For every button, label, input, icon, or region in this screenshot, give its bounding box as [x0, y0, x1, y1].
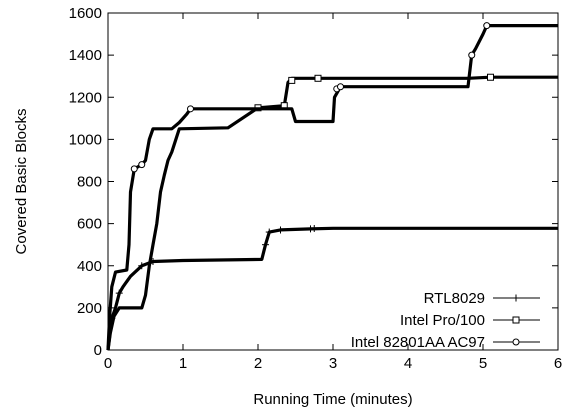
- y-tick-label: 200: [77, 300, 102, 317]
- series-intel-pro-100-marker: [288, 76, 296, 84]
- x-tick-label: 3: [329, 355, 337, 372]
- series-intel-pro-100-marker: [314, 74, 322, 82]
- y-tick-label: 600: [77, 216, 102, 233]
- legend-marker: [512, 316, 520, 324]
- series-rtl8029-marker: [310, 224, 318, 232]
- x-tick-label: 1: [179, 355, 187, 372]
- series-intel-82801aa-ac97-marker: [483, 22, 491, 30]
- x-tick-label: 4: [404, 355, 412, 372]
- series-intel-82801aa-ac97-marker: [138, 161, 146, 169]
- series-rtl8029-marker: [138, 262, 146, 270]
- series-rtl8029-marker: [265, 228, 273, 236]
- series-intel-pro-100-marker: [487, 73, 494, 81]
- series-intel-82801aa-ac97-marker: [337, 83, 344, 91]
- legend-label: Intel Pro/100: [400, 312, 485, 329]
- series-rtl8029-marker: [262, 241, 269, 249]
- x-tick-label: 5: [479, 355, 487, 372]
- x-axis-label: Running Time (minutes): [253, 391, 412, 408]
- legend-marker: [512, 294, 520, 302]
- y-tick-label: 1200: [69, 89, 102, 106]
- legend-label: RTL8029: [424, 290, 485, 307]
- series-intel-82801aa-ac97-marker: [130, 165, 138, 173]
- legend-marker: [512, 338, 520, 346]
- series-intel-82801aa-ac97-marker: [187, 105, 194, 113]
- x-tick-label: 6: [554, 355, 562, 372]
- series-intel-82801aa-ac97: [106, 22, 558, 351]
- y-tick-label: 800: [77, 174, 102, 191]
- y-axis-label: Covered Basic Blocks: [13, 109, 30, 255]
- x-tick-label: 2: [254, 355, 262, 372]
- plot-area: 0 1 2 3 4 5 6 0 200 400 600 800 1000 1200 1400 1600: [69, 5, 563, 372]
- series-rtl8029: [106, 224, 558, 351]
- legend-label: Intel 82801AA AC97: [351, 334, 485, 351]
- legend: RTL8029 Intel Pro/100 Intel 82801AA AC97: [351, 290, 540, 351]
- y-tick-label: 1400: [69, 47, 102, 64]
- plot-frame: [107, 12, 559, 351]
- y-tick-label: 0: [94, 342, 102, 359]
- x-tick-label: 0: [104, 355, 112, 372]
- y-tick-label: 400: [77, 258, 102, 275]
- y-tick-label: 1000: [69, 131, 102, 148]
- series-rtl8029-marker: [115, 289, 123, 297]
- series-intel-82801aa-ac97-marker: [468, 51, 476, 59]
- series-intel-82801aa-ac97-line: [106, 24, 558, 351]
- y-tick-label: 1600: [69, 5, 102, 22]
- series-rtl8029-marker: [277, 226, 284, 234]
- series-rtl8029-line: [106, 226, 558, 351]
